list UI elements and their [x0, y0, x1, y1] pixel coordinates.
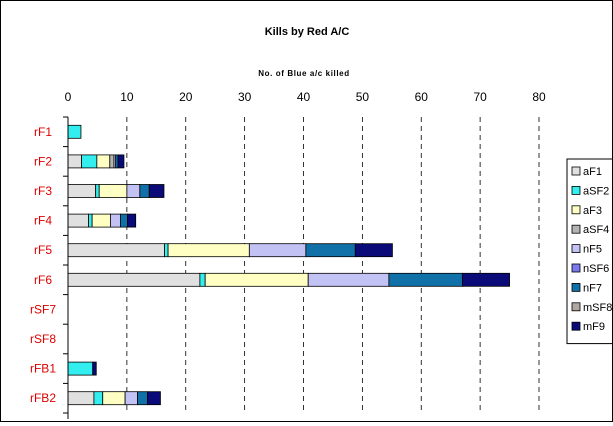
bar-segment	[67, 213, 90, 228]
bar-segment	[98, 184, 128, 198]
x-tick-label: 60	[415, 90, 429, 104]
bar-segment	[139, 184, 150, 198]
bar-segment	[462, 272, 510, 287]
category-label: rF1	[34, 125, 52, 139]
bar-segment	[102, 391, 126, 406]
legend-swatch	[571, 263, 581, 273]
bar-segment	[109, 154, 115, 169]
legend-label: aSF2	[583, 185, 609, 197]
legend-swatch	[571, 302, 581, 312]
bar-segment	[127, 213, 137, 228]
bar-segment	[119, 213, 128, 228]
legend-label: mSF8	[583, 302, 612, 314]
x-tick-label: 70	[473, 90, 487, 104]
legend-swatch	[571, 282, 581, 292]
category-label: rF5	[34, 243, 52, 257]
bar-segment	[148, 184, 165, 198]
legend-swatch	[571, 321, 581, 331]
category-label: rSF7	[30, 302, 56, 316]
bar-segment	[95, 184, 100, 198]
x-tick-label: 80	[532, 90, 546, 104]
x-tick-label: 10	[120, 90, 134, 104]
x-tick-label: 0	[65, 90, 72, 104]
bar-segment	[117, 154, 125, 169]
gridlines	[126, 117, 540, 413]
category-labels: rF1 rF2 rF3 rF4 rF5 rF6 rSF7 rSF8 rFB1 rFB2	[30, 125, 56, 405]
bar-segment	[199, 272, 206, 287]
bar-segment	[124, 391, 138, 406]
x-tick-label: 40	[297, 90, 311, 104]
bar-segment	[305, 243, 356, 258]
legend: aF1 aSF2 aF3 aSF4 nF5 nSF6 nF7 mSF8 mF9	[566, 158, 613, 345]
bar-segment	[88, 213, 93, 228]
bar-segment	[67, 361, 94, 376]
bar-segment	[248, 243, 307, 258]
bars	[67, 124, 510, 406]
category-axis	[63, 116, 69, 419]
bar-segment	[109, 213, 121, 228]
x-tick-label: 30	[238, 90, 252, 104]
x-axis-label: No. of Blue a/c killed	[258, 69, 349, 78]
bar-segment	[307, 272, 390, 287]
bar-segment	[164, 243, 169, 258]
bar-segment	[96, 154, 111, 169]
x-tick-label: 50	[356, 90, 370, 104]
bar-segment	[388, 272, 463, 287]
category-label: rF6	[34, 273, 52, 287]
category-label: rF3	[34, 184, 52, 198]
x-tick-label: 20	[179, 90, 193, 104]
chart-title: Kills by Red A/C	[265, 26, 350, 38]
bar-segment	[126, 184, 141, 198]
bar-segment	[93, 391, 104, 406]
bar-segment	[92, 361, 97, 376]
category-label: rSF8	[30, 332, 56, 346]
legend-label: nSF6	[583, 263, 609, 275]
bar-segment	[67, 184, 97, 198]
legend-label: nF7	[583, 282, 602, 294]
category-label: rF2	[34, 154, 52, 168]
bar-segment	[204, 272, 309, 287]
legend-label: aF1	[583, 166, 602, 178]
legend-swatch	[571, 185, 581, 195]
legend-label: mF9	[583, 321, 605, 333]
category-label: rF4	[34, 214, 52, 228]
bar-segment	[167, 243, 250, 258]
bar-segment	[67, 243, 165, 258]
bar-segment	[67, 272, 201, 287]
bar-segment	[81, 154, 98, 169]
legend-swatch	[571, 224, 581, 234]
legend-swatch	[571, 166, 581, 176]
bar-segment	[67, 124, 82, 139]
category-label: rFB2	[30, 391, 56, 405]
bar-segment	[91, 213, 111, 228]
legend-label: nF5	[583, 244, 602, 256]
category-label: rFB1	[30, 362, 56, 376]
legend-label: aSF4	[583, 224, 609, 236]
bar-segment	[354, 243, 393, 258]
bar-segment	[67, 154, 82, 169]
bar-segment	[147, 391, 161, 406]
legend-label: aF3	[583, 205, 602, 217]
bar-segment	[67, 391, 95, 406]
legend-swatch	[571, 244, 581, 254]
bar-segment	[137, 391, 148, 406]
legend-swatch	[571, 205, 581, 215]
x-tick-labels: 0 10 20 30 40 50 60 70 80	[65, 90, 546, 104]
